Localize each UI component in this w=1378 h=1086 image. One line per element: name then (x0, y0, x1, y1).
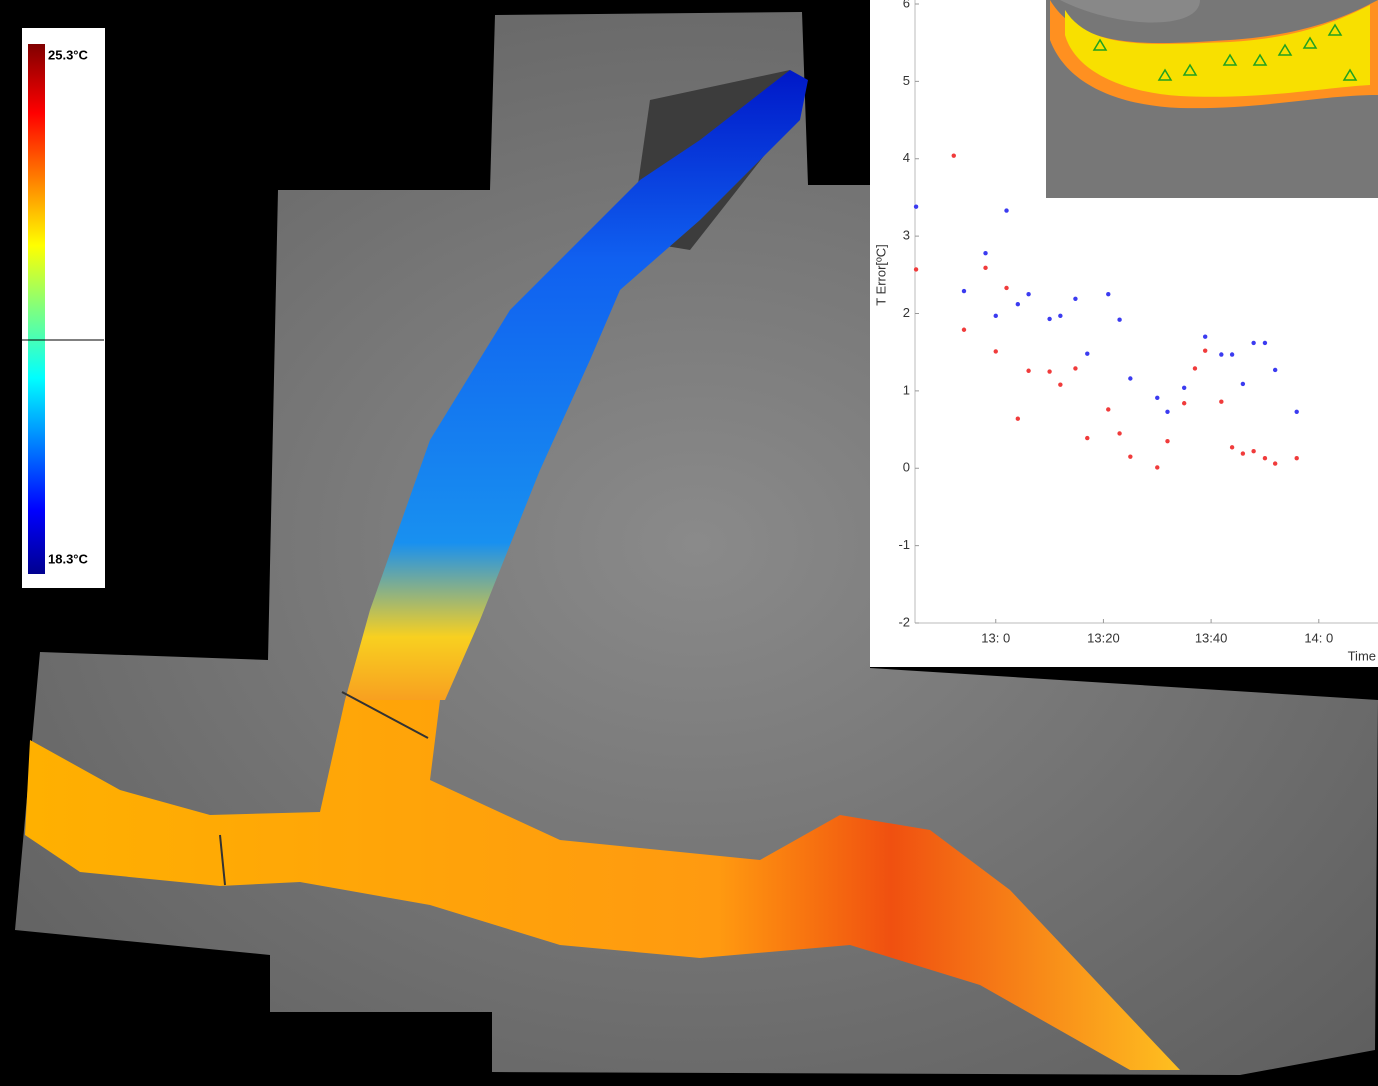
page: 25.3°C 18.3°C -2 -1 0 1 2 3 4 5 6 13: 0 13:20 13:40… (0, 0, 1378, 1081)
colorbar-max: 25.3°C (48, 47, 89, 62)
y-tick-label: 2 (903, 305, 910, 320)
point (1073, 297, 1077, 301)
point (1182, 386, 1186, 390)
point (1117, 431, 1121, 435)
y-tick-label: 4 (903, 150, 910, 165)
point (1203, 348, 1207, 352)
point (1026, 292, 1030, 296)
point (1219, 400, 1223, 404)
point (1193, 366, 1197, 370)
point (1230, 352, 1234, 356)
y-tick-label: 3 (903, 228, 910, 243)
point (1219, 352, 1223, 356)
point (983, 251, 987, 255)
point (1182, 401, 1186, 405)
point (1263, 456, 1267, 460)
point (1165, 439, 1169, 443)
point (994, 349, 998, 353)
y-tick-label: 0 (903, 460, 910, 475)
point (914, 205, 918, 209)
point (1106, 292, 1110, 296)
point (1165, 410, 1169, 414)
point (1203, 335, 1207, 339)
y-tick-label: -2 (898, 614, 910, 629)
point (1263, 341, 1267, 345)
point (1016, 417, 1020, 421)
point (1295, 410, 1299, 414)
y-tick-label: -1 (898, 537, 910, 552)
point (1026, 369, 1030, 373)
point (1241, 382, 1245, 386)
point (1128, 376, 1132, 380)
point (952, 153, 956, 157)
point (1085, 436, 1089, 440)
point (1128, 454, 1132, 458)
colorbar-min: 18.3°C (48, 551, 89, 566)
point (1106, 407, 1110, 411)
y-tick-label: 6 (903, 0, 910, 10)
point (1058, 382, 1062, 386)
point (1241, 451, 1245, 455)
point (1273, 461, 1277, 465)
point (1047, 317, 1051, 321)
point (1004, 286, 1008, 290)
point (1058, 314, 1062, 318)
colorbar (28, 44, 45, 574)
point (962, 289, 966, 293)
y-tick-label: 1 (903, 382, 910, 397)
point (1073, 366, 1077, 370)
y-tick-label: 5 (903, 73, 910, 88)
x-axis-label: Time (1348, 648, 1376, 663)
point (1047, 369, 1051, 373)
point (914, 267, 918, 271)
x-tick-label: 13: 0 (981, 630, 1010, 645)
point (994, 314, 998, 318)
point (1085, 352, 1089, 356)
x-tick-label: 13:40 (1195, 630, 1228, 645)
point (1155, 465, 1159, 469)
point (1004, 208, 1008, 212)
point (983, 266, 987, 270)
y-axis-label: T Error[ºC] (873, 244, 888, 306)
point (1273, 368, 1277, 372)
point (1117, 317, 1121, 321)
point (1016, 302, 1020, 306)
point (962, 328, 966, 332)
point (1251, 449, 1255, 453)
x-tick-label: 13:20 (1087, 630, 1120, 645)
point (1230, 445, 1234, 449)
x-tick-label: 14: 0 (1304, 630, 1333, 645)
point (1251, 341, 1255, 345)
point (1155, 396, 1159, 400)
point (1295, 456, 1299, 460)
